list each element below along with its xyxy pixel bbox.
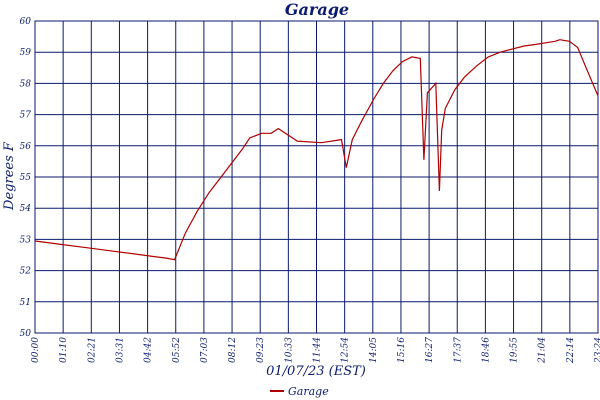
x-tick-label: 07:03	[200, 337, 210, 363]
x-tick-label: 04:42	[144, 337, 154, 363]
x-axis-title: 01/07/23 (EST)	[266, 364, 366, 379]
x-tick-label: 14:05	[369, 337, 379, 363]
legend: Garage	[270, 385, 329, 398]
x-tick-label: 05:52	[172, 337, 182, 363]
x-tick-label: 18:46	[481, 337, 491, 363]
series-line-garage	[34, 39, 599, 261]
x-tick-label: 00:00	[31, 337, 41, 363]
x-tick-label: 17:37	[453, 337, 463, 363]
chart-title: Garage	[285, 0, 349, 19]
x-tick-label: 09:23	[256, 337, 266, 363]
x-tick-label: 19:55	[510, 337, 520, 363]
x-tick-label: 12:54	[341, 337, 351, 363]
x-tick-label: 21:04	[538, 337, 548, 364]
x-tick-label: 16:27	[425, 337, 435, 363]
y-tick-label: 54	[20, 204, 32, 214]
y-axis-ticks: 50 51 52 53 54 55 56 57 58 59 60	[20, 17, 32, 339]
x-tick-label: 01:10	[59, 337, 69, 363]
y-tick-label: 57	[20, 111, 32, 121]
plot-grid	[34, 20, 599, 334]
x-tick-label: 15:16	[397, 337, 407, 363]
x-tick-label: 10:33	[284, 337, 294, 363]
x-tick-label: 11:44	[313, 337, 323, 363]
y-tick-label: 56	[20, 142, 32, 152]
legend-label-garage: Garage	[288, 385, 329, 398]
y-tick-label: 55	[20, 173, 32, 183]
x-tick-label: 02:21	[87, 337, 97, 363]
y-tick-label: 58	[20, 79, 32, 89]
x-tick-label: 23:24	[594, 337, 600, 364]
x-axis-ticks: 00:00 01:10 02:21 03:31 04:42 05:52 07:03 08:12…	[31, 337, 600, 364]
y-tick-label: 60	[20, 17, 32, 27]
x-tick-label: 03:31	[115, 337, 125, 363]
y-tick-label: 50	[20, 329, 32, 339]
y-tick-label: 52	[20, 267, 32, 277]
x-tick-label: 08:12	[228, 337, 238, 363]
y-tick-label: 59	[20, 48, 32, 58]
x-tick-label: 22:14	[566, 337, 576, 364]
y-tick-label: 53	[20, 235, 32, 245]
y-axis-title: Degrees F	[2, 141, 17, 211]
y-tick-label: 51	[20, 298, 31, 308]
